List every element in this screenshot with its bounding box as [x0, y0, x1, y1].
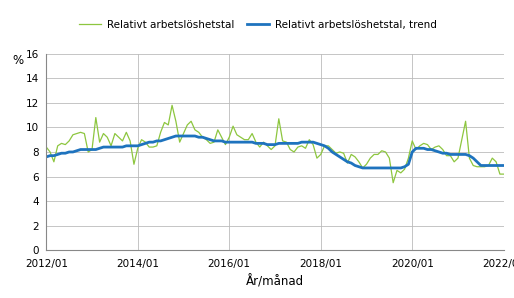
Relativt arbetslöshetstal, trend [501, 164, 507, 167]
Y-axis label: %: % [13, 54, 24, 67]
Relativt arbetslöshetstal [89, 148, 95, 151]
Line: Relativt arbetslöshetstal, trend: Relativt arbetslöshetstal, trend [46, 136, 504, 168]
Relativt arbetslöshetstal, trend [333, 153, 339, 156]
Relativt arbetslöshetstal [478, 165, 484, 169]
Relativt arbetslöshetstal, trend [360, 166, 366, 170]
Relativt arbetslöshetstal [169, 103, 175, 107]
Relativt arbetslöshetstal, trend [478, 164, 484, 167]
Relativt arbetslöshetstal, trend [356, 165, 362, 169]
Relativt arbetslöshetstal, trend [242, 140, 248, 144]
X-axis label: År/månad: År/månad [246, 275, 304, 288]
Relativt arbetslöshetstal [150, 145, 156, 149]
Relativt arbetslöshetstal [43, 145, 49, 149]
Relativt arbetslöshetstal [390, 181, 396, 184]
Relativt arbetslöshetstal, trend [43, 155, 49, 159]
Line: Relativt arbetslöshetstal: Relativt arbetslöshetstal [46, 105, 504, 183]
Relativt arbetslöshetstal, trend [150, 140, 156, 144]
Relativt arbetslöshetstal, trend [89, 148, 95, 151]
Relativt arbetslöshetstal [356, 160, 362, 164]
Relativt arbetslöshetstal [242, 138, 248, 142]
Relativt arbetslöshetstal [501, 172, 507, 176]
Relativt arbetslöshetstal, trend [173, 134, 179, 138]
Legend: Relativt arbetslöshetstal, Relativt arbetslöshetstal, trend: Relativt arbetslöshetstal, Relativt arbe… [75, 15, 440, 34]
Relativt arbetslöshetstal [333, 151, 339, 155]
